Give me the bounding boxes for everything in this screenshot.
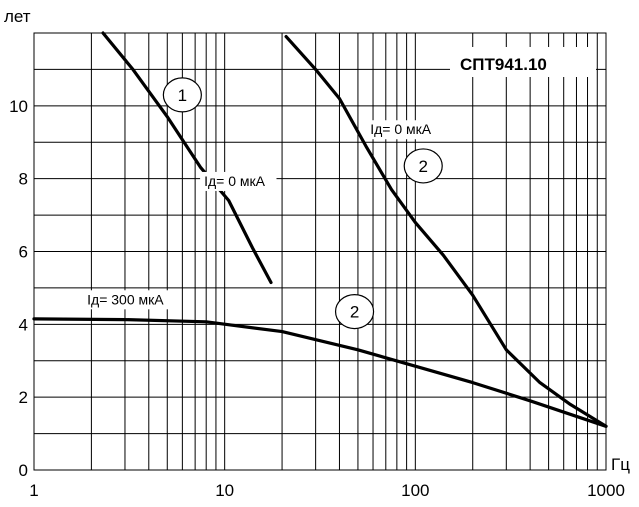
plot-frame	[33, 32, 607, 471]
y-tick-label: 6	[19, 243, 28, 262]
y-tick-label: 0	[19, 461, 28, 480]
chart-title-box: СПТ941.10	[450, 47, 596, 77]
y-tick-label: 2	[19, 388, 28, 407]
curve-number-circle	[334, 293, 375, 330]
y-tick-label: 10	[9, 97, 28, 116]
series-lines	[32, 31, 608, 428]
y-axis-label: лет	[4, 7, 31, 26]
annotation-background	[200, 171, 277, 191]
annotation-background	[83, 290, 175, 310]
x-tick-label: 10	[215, 481, 234, 500]
x-axis-label: Гц	[611, 455, 630, 474]
series-line-1	[101, 31, 273, 285]
annotations: 1 2 2 Iд= 0 мкА Iд= 0 мкА Iд= 300 мкА	[83, 77, 443, 330]
annotation-background	[366, 120, 443, 140]
y-tick-label: 4	[19, 315, 28, 334]
series-line-3	[32, 317, 608, 428]
chart-title: СПТ941.10	[460, 55, 547, 74]
annotation-label: Iд= 0 мкА	[370, 121, 432, 137]
grid	[34, 33, 606, 470]
x-tick-label: 1	[29, 481, 38, 500]
series-line-2	[284, 35, 608, 428]
curve-number-circle	[162, 77, 202, 113]
annotation-label: Iд= 300 мкА	[87, 291, 164, 307]
x-tick-label: 100	[401, 481, 429, 500]
curve-number-circle	[403, 148, 443, 184]
y-tick-label: 8	[19, 170, 28, 189]
curve-number-label: 1	[178, 86, 187, 105]
curve-number-label: 2	[418, 157, 427, 176]
annotation-label: Iд= 0 мкА	[204, 173, 266, 189]
axes: 1 10 100 1000 0 2 4 6 8 10	[9, 32, 625, 500]
curve-number-label: 2	[350, 303, 359, 322]
x-tick-label: 1000	[587, 481, 625, 500]
